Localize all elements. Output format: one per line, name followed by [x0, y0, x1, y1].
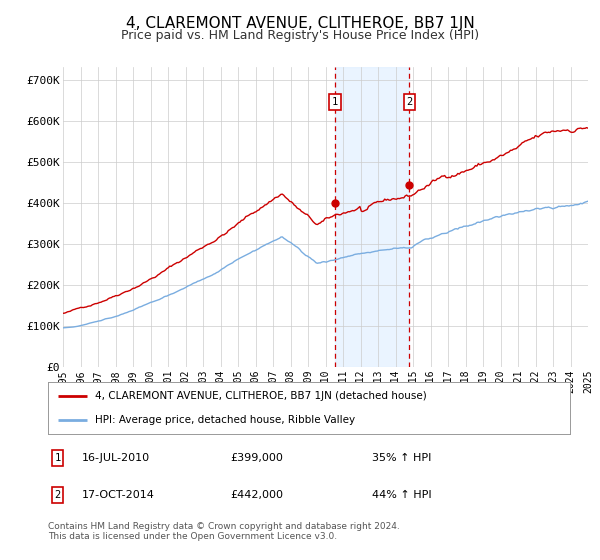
- Text: 44% ↑ HPI: 44% ↑ HPI: [371, 490, 431, 500]
- Text: 2: 2: [54, 490, 61, 500]
- Text: 4, CLAREMONT AVENUE, CLITHEROE, BB7 1JN (detached house): 4, CLAREMONT AVENUE, CLITHEROE, BB7 1JN …: [95, 391, 427, 402]
- Text: Price paid vs. HM Land Registry's House Price Index (HPI): Price paid vs. HM Land Registry's House …: [121, 29, 479, 42]
- Bar: [335, 67, 409, 367]
- Text: 2: 2: [406, 97, 412, 107]
- Text: 1: 1: [54, 453, 61, 463]
- Text: £442,000: £442,000: [230, 490, 284, 500]
- Text: Contains HM Land Registry data © Crown copyright and database right 2024.
This d: Contains HM Land Registry data © Crown c…: [48, 522, 400, 542]
- Text: 1: 1: [332, 97, 338, 107]
- Text: 35% ↑ HPI: 35% ↑ HPI: [371, 453, 431, 463]
- Text: 16-JUL-2010: 16-JUL-2010: [82, 453, 150, 463]
- Text: HPI: Average price, detached house, Ribble Valley: HPI: Average price, detached house, Ribb…: [95, 415, 355, 425]
- Text: 17-OCT-2014: 17-OCT-2014: [82, 490, 155, 500]
- Text: 4, CLAREMONT AVENUE, CLITHEROE, BB7 1JN: 4, CLAREMONT AVENUE, CLITHEROE, BB7 1JN: [125, 16, 475, 31]
- Text: £399,000: £399,000: [230, 453, 284, 463]
